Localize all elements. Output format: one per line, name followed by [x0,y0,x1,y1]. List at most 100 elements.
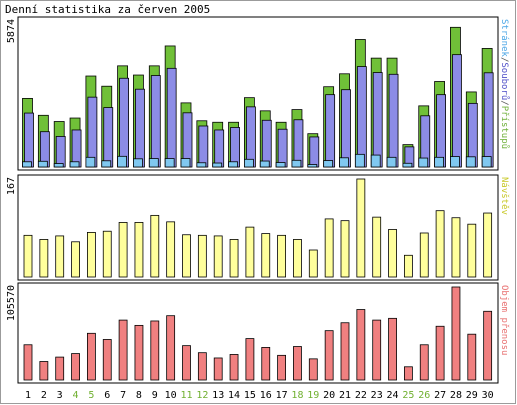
bar-visits [277,234,287,278]
day-label: 30 [482,390,494,401]
bar-files [356,66,367,168]
bar-visits [166,221,176,278]
bar-visits [483,212,493,278]
day-label: 5 [88,390,94,401]
bar-pages [117,155,127,168]
bar-volume [245,338,255,381]
bar-volume [356,309,366,381]
bar-files [214,129,225,168]
day-label: 4 [73,390,79,401]
bar-files [325,94,336,168]
bar-files [119,77,129,168]
legend-item: Návštěv [499,177,510,215]
bar-files [261,119,272,168]
bar-files [103,107,114,168]
bar-pages [37,160,48,168]
day-label: 28 [450,390,462,401]
bar-pages [354,153,365,168]
day-label: 16 [260,390,272,401]
day-label: 3 [57,390,63,401]
day-label: 26 [418,390,430,401]
day-label: 17 [276,390,288,401]
bar-pages [275,162,286,168]
bar-files [87,96,98,168]
bar-volume [23,344,33,381]
day-label: 27 [434,390,446,401]
chart-panel-1 [17,16,499,171]
chart-panel-2 [17,174,499,281]
bar-pages [481,156,492,168]
legend-item: Přístupů [499,106,510,149]
day-label: 23 [371,390,383,401]
bar-files [372,72,383,168]
bar-files [166,67,177,168]
bar-visits [55,235,65,278]
legend-item: / [499,57,509,62]
bar-pages [243,158,254,168]
bar-volume [277,354,287,381]
bar-volume [293,346,302,381]
bar-volume [55,356,65,381]
day-label: 21 [339,390,351,401]
legend: Objem přenosu [499,285,509,355]
max-value-label: 167 [6,177,17,195]
bar-volume [229,354,239,381]
legend-item: Souborů [499,62,510,100]
bar-pages [69,161,80,168]
bar-visits [308,249,318,278]
bar-pages [259,160,270,168]
bar-files [230,127,240,168]
bar-visits [229,239,239,278]
bar-visits [87,232,96,278]
bar-visits [403,254,413,278]
day-label: 12 [196,390,208,401]
bar-volume [483,310,493,381]
bar-visits [340,220,350,278]
bar-files [55,136,66,168]
bar-pages [307,164,318,168]
bar-files [150,75,161,168]
day-label: 6 [104,390,110,401]
bar-pages [133,158,143,168]
bar-files [341,89,351,168]
bar-pages [53,163,64,168]
bar-files [483,72,494,168]
bar-visits [197,234,207,278]
day-label: 22 [355,390,367,401]
bar-files [24,112,34,168]
max-value-label: 5874 [6,19,17,43]
bar-pages [148,158,159,168]
bar-files [245,106,256,168]
chart-title: Denní statistika za červen 2005 [5,3,211,16]
bar-visits [388,229,397,278]
bar-volume [39,361,49,381]
bar-pages [85,156,96,168]
bar-visits [372,216,382,278]
bar-volume [435,325,445,381]
bar-pages [450,156,460,168]
bar-volume [451,286,461,381]
day-label: 24 [387,390,399,401]
bar-volume [403,366,413,381]
bar-volume [213,357,223,381]
bar-visits [102,230,112,278]
bar-volume [388,317,397,381]
bar-volume [71,353,80,381]
bar-visits [23,234,33,278]
day-label: 9 [152,390,158,401]
bar-pages [291,159,302,168]
bar-visits [134,222,144,278]
bar-visits [451,217,461,278]
day-label: 25 [402,390,414,401]
day-label: 29 [466,390,478,401]
bar-pages [101,160,112,168]
bar-pages [465,156,476,168]
bar-pages [22,161,32,168]
legend-item: / [499,100,509,105]
bar-pages [323,160,334,168]
bar-pages [402,162,413,168]
bar-pages [228,161,238,168]
bar-files [436,94,447,168]
chart-panel-3 [17,282,499,384]
